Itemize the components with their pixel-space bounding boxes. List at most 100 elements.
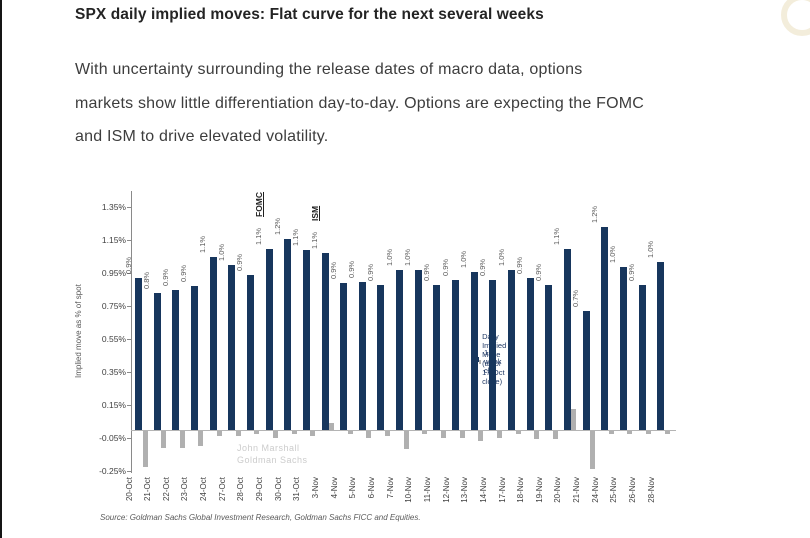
- week-chg-bar: [440, 431, 446, 438]
- bar-value-label: 1.1%: [198, 235, 208, 253]
- bar-value-label: 1.1%: [552, 227, 562, 245]
- week-chg-bar: [254, 431, 260, 435]
- page-title: SPX daily implied moves: Flat curve for …: [75, 6, 544, 23]
- legend-marker-navy-icon: [478, 356, 480, 362]
- implied-move-bar: [172, 289, 180, 430]
- implied-move-bar: [508, 269, 515, 430]
- left-edge-line: [0, 0, 2, 538]
- x-tick-label: 17-Nov: [497, 477, 507, 503]
- bar-value-label: 0.9%: [235, 253, 245, 271]
- bar-value-label: 0.9%: [627, 263, 637, 281]
- watermark-text: John Marshall: [237, 443, 300, 453]
- event-annotation: FOMC: [254, 191, 265, 217]
- week-chg-bar: [590, 431, 596, 469]
- implied-move-bar: [228, 265, 236, 430]
- bar-value-label: 0.9%: [421, 263, 431, 281]
- x-tick-label: 21-Oct: [143, 477, 153, 502]
- event-annotation: ISM: [310, 206, 320, 222]
- x-tick-label: 26-Nov: [628, 477, 638, 503]
- week-chg-bar: [161, 431, 167, 448]
- implied-move-bar: [153, 293, 161, 430]
- implied-move-bar: [284, 238, 292, 430]
- y-tick-label: 0.35%: [101, 367, 126, 378]
- x-tick-label: 11-Nov: [422, 477, 432, 503]
- bar-value-label: 1.2%: [589, 205, 599, 224]
- y-tick-mark: [127, 405, 131, 407]
- bar-value-label: 1.0%: [384, 248, 394, 266]
- week-chg-bar: [515, 431, 521, 435]
- week-chg-bar: [347, 431, 353, 435]
- y-tick-mark: [127, 438, 131, 440]
- implied-move-bar: [638, 284, 646, 430]
- week-chg-bar: [366, 431, 372, 438]
- zero-line: [131, 430, 676, 431]
- bar-value-label: 1.0%: [459, 250, 469, 268]
- y-tick-label: -0.25%: [99, 466, 126, 477]
- implied-move-chart: Daily Implied Move (as of 17-Oct close) …: [0, 160, 810, 538]
- y-tick-mark: [127, 240, 131, 242]
- y-tick-label: 0.75%: [101, 301, 126, 312]
- x-tick-label: 24-Oct: [199, 477, 209, 502]
- body-line: and ISM to drive elevated volatility.: [75, 128, 329, 145]
- week-chg-bar: [496, 431, 502, 438]
- x-tick-label: 7-Nov: [385, 477, 395, 499]
- implied-move-bar: [190, 286, 198, 430]
- y-tick-label: -0.05%: [99, 433, 126, 444]
- week-chg-bar: [534, 431, 540, 440]
- implied-move-bar: [601, 227, 609, 430]
- x-tick-label: 30-Oct: [273, 477, 283, 502]
- y-tick-mark: [127, 273, 131, 275]
- y-tick-mark: [127, 306, 131, 308]
- bar-value-label: 0.9%: [515, 257, 525, 275]
- y-tick-label: 1.15%: [101, 235, 126, 246]
- week-chg-bar: [384, 431, 390, 436]
- bar-value-label: 1.0%: [608, 245, 618, 263]
- x-tick-label: 18-Nov: [516, 477, 526, 503]
- implied-move-bar: [452, 279, 460, 430]
- week-chg-bar: [142, 431, 148, 468]
- watermark-logo-arc: [781, 0, 810, 36]
- implied-move-bar: [135, 278, 142, 430]
- x-tick-label: 29-Oct: [255, 477, 265, 502]
- bar-value-label: 1.1%: [254, 227, 264, 245]
- bar-value-label: 1.0%: [403, 248, 413, 266]
- x-tick-label: 22-Oct: [161, 477, 171, 502]
- implied-move-bar: [209, 256, 217, 430]
- week-chg-bar: [291, 431, 297, 435]
- week-chg-bar: [552, 431, 558, 440]
- x-tick-label: 28-Nov: [646, 477, 656, 503]
- implied-move-bar: [582, 311, 590, 430]
- implied-move-bar: [246, 274, 254, 430]
- implied-move-bar: [321, 253, 329, 430]
- y-tick-mark: [127, 339, 131, 341]
- bar-value-label: 1.1%: [310, 232, 319, 250]
- body-paragraph: With uncertainty surrounding the release…: [75, 53, 755, 154]
- bar-value-label: 0.8%: [142, 271, 152, 290]
- week-chg-bar: [310, 431, 316, 436]
- week-chg-bar: [329, 423, 334, 430]
- y-tick-mark: [127, 207, 131, 209]
- bar-value-label: 0.9%: [328, 262, 338, 280]
- x-tick-label: 20-Nov: [553, 477, 563, 503]
- y-axis-title: Implied move as % of spot: [74, 284, 83, 378]
- y-axis-line: [131, 190, 132, 473]
- implied-move-bar: [489, 279, 497, 430]
- y-tick-label: 0.95%: [101, 268, 126, 279]
- bar-value-label: 1.0%: [216, 243, 226, 261]
- x-tick-label: 5-Nov: [348, 477, 358, 499]
- x-tick-label: 28-Oct: [236, 477, 246, 502]
- week-chg-bar: [571, 408, 577, 430]
- x-tick-label: 19-Nov: [534, 477, 544, 503]
- bar-value-label: 1.2%: [272, 217, 282, 235]
- x-tick-label: 4-Nov: [329, 477, 339, 499]
- implied-move-bar: [265, 248, 273, 430]
- x-tick-label: 14-Nov: [478, 477, 488, 503]
- implied-move-bar: [657, 261, 665, 430]
- week-chg-bar: [217, 431, 223, 436]
- implied-move-bar: [414, 269, 422, 430]
- week-chg-bar: [646, 431, 652, 435]
- x-tick-label: 6-Nov: [366, 477, 376, 499]
- x-tick-label: 24-Nov: [590, 477, 600, 503]
- x-tick-label: 31-Oct: [292, 477, 302, 502]
- implied-move-bar: [470, 271, 478, 430]
